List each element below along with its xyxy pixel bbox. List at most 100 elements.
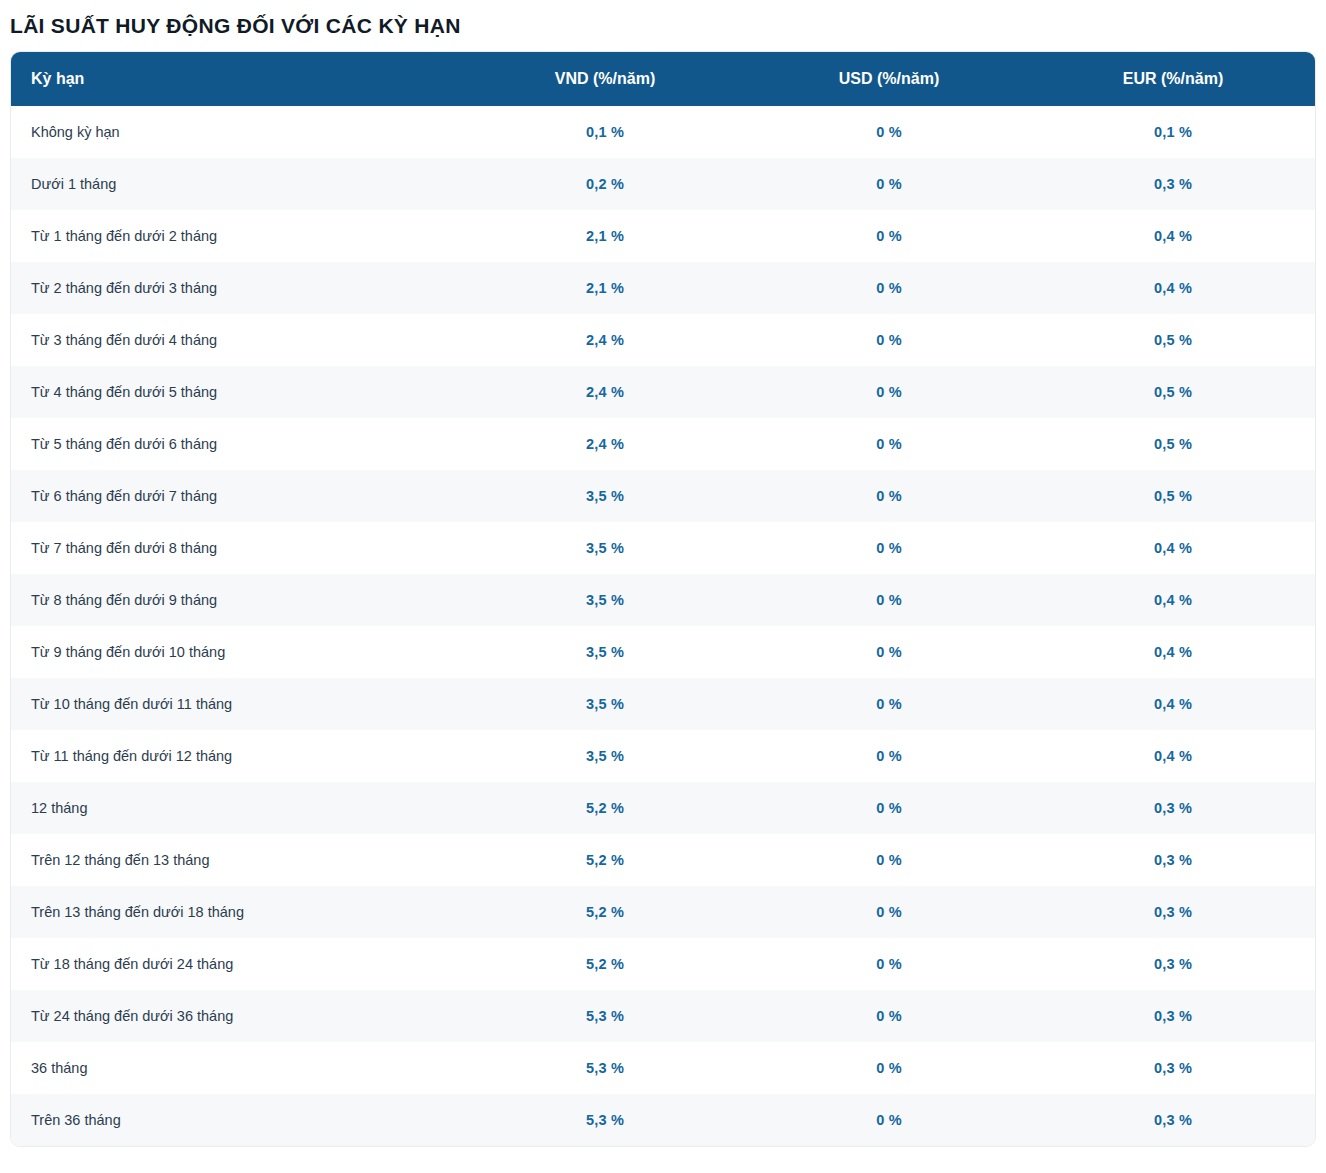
vnd-rate-cell: 2,1 % bbox=[463, 280, 747, 296]
table-row: Từ 5 tháng đến dưới 6 tháng 2,4 % 0 % 0,… bbox=[11, 418, 1315, 470]
usd-rate-cell: 0 % bbox=[747, 488, 1031, 504]
term-cell: Từ 4 tháng đến dưới 5 tháng bbox=[11, 384, 463, 400]
table-row: Từ 9 tháng đến dưới 10 tháng 3,5 % 0 % 0… bbox=[11, 626, 1315, 678]
eur-rate-cell: 0,4 % bbox=[1031, 540, 1315, 556]
table-row: Từ 7 tháng đến dưới 8 tháng 3,5 % 0 % 0,… bbox=[11, 522, 1315, 574]
term-cell: Từ 7 tháng đến dưới 8 tháng bbox=[11, 540, 463, 556]
usd-rate-cell: 0 % bbox=[747, 280, 1031, 296]
table-row: Từ 10 tháng đến dưới 11 tháng 3,5 % 0 % … bbox=[11, 678, 1315, 730]
vnd-rate-cell: 5,3 % bbox=[463, 1112, 747, 1128]
vnd-rate-cell: 3,5 % bbox=[463, 644, 747, 660]
eur-rate-cell: 0,3 % bbox=[1031, 852, 1315, 868]
column-header-vnd: VND (%/năm) bbox=[463, 70, 747, 88]
column-header-usd: USD (%/năm) bbox=[747, 70, 1031, 88]
eur-rate-cell: 0,4 % bbox=[1031, 280, 1315, 296]
eur-rate-cell: 0,5 % bbox=[1031, 488, 1315, 504]
usd-rate-cell: 0 % bbox=[747, 956, 1031, 972]
usd-rate-cell: 0 % bbox=[747, 748, 1031, 764]
term-cell: Trên 36 tháng bbox=[11, 1112, 463, 1128]
eur-rate-cell: 0,5 % bbox=[1031, 332, 1315, 348]
eur-rate-cell: 0,3 % bbox=[1031, 904, 1315, 920]
table-row: 36 tháng 5,3 % 0 % 0,3 % bbox=[11, 1042, 1315, 1094]
usd-rate-cell: 0 % bbox=[747, 332, 1031, 348]
term-cell: Trên 12 tháng đến 13 tháng bbox=[11, 852, 463, 868]
usd-rate-cell: 0 % bbox=[747, 696, 1031, 712]
vnd-rate-cell: 5,2 % bbox=[463, 852, 747, 868]
term-cell: Từ 5 tháng đến dưới 6 tháng bbox=[11, 436, 463, 452]
page-title: LÃI SUẤT HUY ĐỘNG ĐỐI VỚI CÁC KỲ HẠN bbox=[10, 14, 1316, 38]
usd-rate-cell: 0 % bbox=[747, 1008, 1031, 1024]
term-cell: Từ 1 tháng đến dưới 2 tháng bbox=[11, 228, 463, 244]
eur-rate-cell: 0,3 % bbox=[1031, 1060, 1315, 1076]
usd-rate-cell: 0 % bbox=[747, 904, 1031, 920]
table-row: Không kỳ hạn 0,1 % 0 % 0,1 % bbox=[11, 106, 1315, 158]
table-row: Từ 3 tháng đến dưới 4 tháng 2,4 % 0 % 0,… bbox=[11, 314, 1315, 366]
usd-rate-cell: 0 % bbox=[747, 384, 1031, 400]
usd-rate-cell: 0 % bbox=[747, 1060, 1031, 1076]
usd-rate-cell: 0 % bbox=[747, 800, 1031, 816]
column-header-term: Kỳ hạn bbox=[11, 70, 463, 88]
term-cell: Từ 18 tháng đến dưới 24 tháng bbox=[11, 956, 463, 972]
eur-rate-cell: 0,5 % bbox=[1031, 384, 1315, 400]
table-row: Trên 12 tháng đến 13 tháng 5,2 % 0 % 0,3… bbox=[11, 834, 1315, 886]
term-cell: Trên 13 tháng đến dưới 18 tháng bbox=[11, 904, 463, 920]
table-row: Từ 1 tháng đến dưới 2 tháng 2,1 % 0 % 0,… bbox=[11, 210, 1315, 262]
vnd-rate-cell: 3,5 % bbox=[463, 748, 747, 764]
table-header-row: Kỳ hạn VND (%/năm) USD (%/năm) EUR (%/nă… bbox=[11, 52, 1315, 106]
vnd-rate-cell: 0,1 % bbox=[463, 124, 747, 140]
eur-rate-cell: 0,3 % bbox=[1031, 176, 1315, 192]
table-row: Từ 8 tháng đến dưới 9 tháng 3,5 % 0 % 0,… bbox=[11, 574, 1315, 626]
vnd-rate-cell: 2,1 % bbox=[463, 228, 747, 244]
eur-rate-cell: 0,3 % bbox=[1031, 956, 1315, 972]
table-row: Từ 6 tháng đến dưới 7 tháng 3,5 % 0 % 0,… bbox=[11, 470, 1315, 522]
usd-rate-cell: 0 % bbox=[747, 228, 1031, 244]
usd-rate-cell: 0 % bbox=[747, 852, 1031, 868]
term-cell: Từ 11 tháng đến dưới 12 tháng bbox=[11, 748, 463, 764]
vnd-rate-cell: 3,5 % bbox=[463, 488, 747, 504]
eur-rate-cell: 0,1 % bbox=[1031, 124, 1315, 140]
vnd-rate-cell: 3,5 % bbox=[463, 540, 747, 556]
eur-rate-cell: 0,3 % bbox=[1031, 800, 1315, 816]
vnd-rate-cell: 5,2 % bbox=[463, 800, 747, 816]
usd-rate-cell: 0 % bbox=[747, 540, 1031, 556]
eur-rate-cell: 0,4 % bbox=[1031, 748, 1315, 764]
usd-rate-cell: 0 % bbox=[747, 592, 1031, 608]
table-row: 12 tháng 5,2 % 0 % 0,3 % bbox=[11, 782, 1315, 834]
term-cell: 12 tháng bbox=[11, 800, 463, 816]
vnd-rate-cell: 3,5 % bbox=[463, 592, 747, 608]
vnd-rate-cell: 2,4 % bbox=[463, 384, 747, 400]
table-row: Dưới 1 tháng 0,2 % 0 % 0,3 % bbox=[11, 158, 1315, 210]
table-row: Trên 13 tháng đến dưới 18 tháng 5,2 % 0 … bbox=[11, 886, 1315, 938]
vnd-rate-cell: 3,5 % bbox=[463, 696, 747, 712]
term-cell: Từ 24 tháng đến dưới 36 tháng bbox=[11, 1008, 463, 1024]
vnd-rate-cell: 5,3 % bbox=[463, 1008, 747, 1024]
eur-rate-cell: 0,4 % bbox=[1031, 592, 1315, 608]
table-row: Từ 4 tháng đến dưới 5 tháng 2,4 % 0 % 0,… bbox=[11, 366, 1315, 418]
table-row: Từ 11 tháng đến dưới 12 tháng 3,5 % 0 % … bbox=[11, 730, 1315, 782]
usd-rate-cell: 0 % bbox=[747, 436, 1031, 452]
table-row: Từ 24 tháng đến dưới 36 tháng 5,3 % 0 % … bbox=[11, 990, 1315, 1042]
eur-rate-cell: 0,3 % bbox=[1031, 1112, 1315, 1128]
term-cell: Không kỳ hạn bbox=[11, 124, 463, 140]
rates-table-card: Kỳ hạn VND (%/năm) USD (%/năm) EUR (%/nă… bbox=[10, 51, 1316, 1147]
vnd-rate-cell: 5,3 % bbox=[463, 1060, 747, 1076]
vnd-rate-cell: 5,2 % bbox=[463, 956, 747, 972]
table-row: Trên 36 tháng 5,3 % 0 % 0,3 % bbox=[11, 1094, 1315, 1146]
table-row: Từ 18 tháng đến dưới 24 tháng 5,2 % 0 % … bbox=[11, 938, 1315, 990]
table-row: Từ 2 tháng đến dưới 3 tháng 2,1 % 0 % 0,… bbox=[11, 262, 1315, 314]
vnd-rate-cell: 2,4 % bbox=[463, 436, 747, 452]
term-cell: Từ 2 tháng đến dưới 3 tháng bbox=[11, 280, 463, 296]
eur-rate-cell: 0,3 % bbox=[1031, 1008, 1315, 1024]
term-cell: Dưới 1 tháng bbox=[11, 176, 463, 192]
term-cell: 36 tháng bbox=[11, 1060, 463, 1076]
usd-rate-cell: 0 % bbox=[747, 644, 1031, 660]
term-cell: Từ 8 tháng đến dưới 9 tháng bbox=[11, 592, 463, 608]
vnd-rate-cell: 0,2 % bbox=[463, 176, 747, 192]
usd-rate-cell: 0 % bbox=[747, 176, 1031, 192]
table-body: Không kỳ hạn 0,1 % 0 % 0,1 % Dưới 1 thán… bbox=[11, 106, 1315, 1146]
eur-rate-cell: 0,4 % bbox=[1031, 696, 1315, 712]
column-header-eur: EUR (%/năm) bbox=[1031, 70, 1315, 88]
deposit-rates-page: LÃI SUẤT HUY ĐỘNG ĐỐI VỚI CÁC KỲ HẠN Kỳ … bbox=[0, 14, 1326, 1173]
usd-rate-cell: 0 % bbox=[747, 1112, 1031, 1128]
term-cell: Từ 9 tháng đến dưới 10 tháng bbox=[11, 644, 463, 660]
